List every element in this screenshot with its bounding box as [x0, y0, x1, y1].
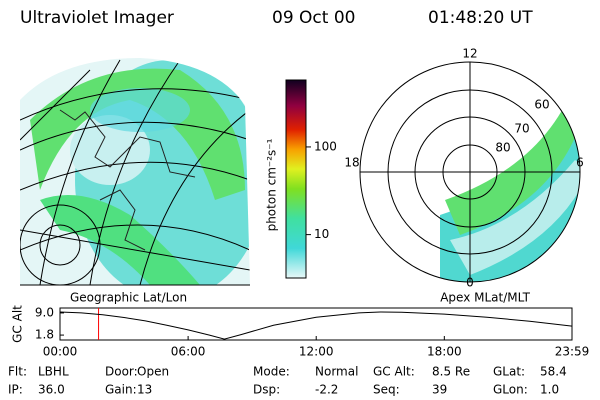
panel-label: Apex MLat/MLT — [440, 291, 530, 305]
status-value: 36.0 — [38, 383, 65, 397]
status-label: Flt: — [8, 365, 27, 379]
x-tick-label: 06:00 — [171, 345, 206, 359]
y-tick-label: 9.0 — [35, 305, 54, 319]
status-value: LBHL — [38, 365, 69, 379]
polar-map — [359, 61, 581, 283]
polar-label: 70 — [514, 122, 529, 136]
status-label: Seq: — [373, 383, 400, 397]
status-label: Door: — [105, 365, 138, 379]
polar-label: 80 — [495, 141, 510, 155]
y-axis-label: GC Alt — [11, 305, 25, 343]
altitude-line — [59, 311, 573, 340]
status-value: 13 — [137, 383, 152, 397]
status-value: 8.5 Re — [432, 365, 470, 379]
polar-label: 18 — [344, 156, 359, 170]
x-tick-label: 23:59 — [555, 345, 590, 359]
status-value: -2.2 — [315, 383, 338, 397]
colorbar-tick-label: 10 — [314, 227, 329, 241]
status-value: 58.4 — [540, 365, 567, 379]
status-label: GLat: — [493, 365, 525, 379]
status-label: GLon: — [493, 383, 528, 397]
polar-label: 12 — [462, 47, 477, 61]
status-value: Open — [137, 365, 169, 379]
x-tick-label: 18:00 — [427, 345, 462, 359]
status-value: Normal — [315, 365, 358, 379]
colorbar — [285, 79, 307, 279]
status-label: Dsp: — [253, 383, 280, 397]
title: Ultraviolet Imager — [20, 8, 174, 28]
status-label: GC Alt: — [373, 365, 415, 379]
status-value: 39 — [432, 383, 447, 397]
colorbar-tick-label: 100 — [314, 139, 337, 153]
status-label: Mode: — [253, 365, 290, 379]
polar-label: 6 — [576, 156, 584, 170]
colorbar-label: photon cm⁻²s⁻¹ — [265, 138, 279, 231]
polar-label: 0 — [466, 276, 474, 290]
panel-label: Geographic Lat/Lon — [70, 291, 187, 305]
status-label: IP: — [8, 383, 23, 397]
polar-label: 60 — [534, 98, 549, 112]
x-tick-label: 12:00 — [299, 345, 334, 359]
time: 01:48:20 UT — [428, 8, 533, 28]
geo-map — [20, 58, 250, 285]
y-tick-label: 1.8 — [35, 328, 54, 342]
date: 09 Oct 00 — [272, 8, 355, 28]
status-label: Gain: — [105, 383, 137, 397]
plot-frame — [59, 307, 573, 341]
x-tick-label: 00:00 — [43, 345, 78, 359]
status-value: 1.0 — [540, 383, 559, 397]
